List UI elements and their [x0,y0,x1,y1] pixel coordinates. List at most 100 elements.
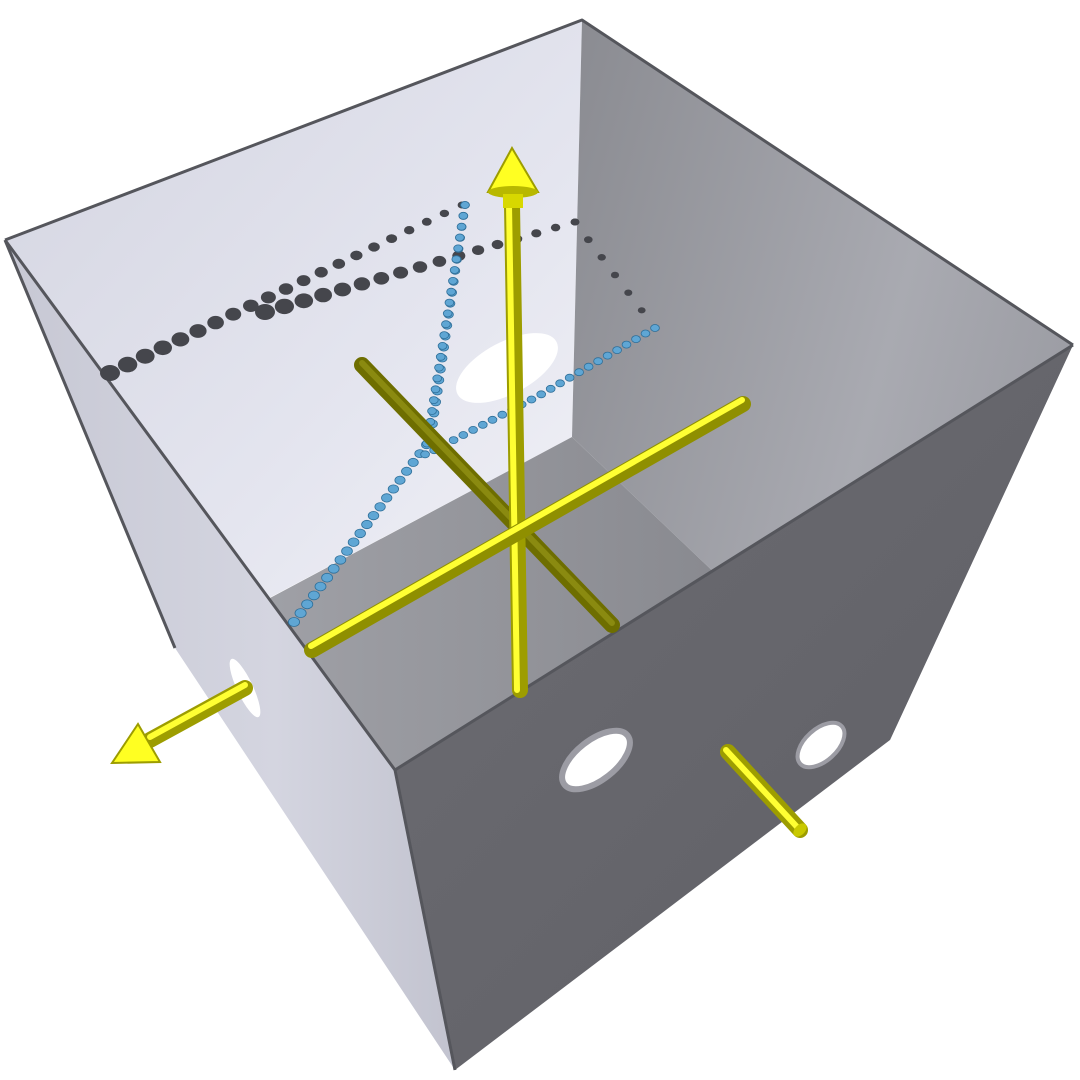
blue-dot [446,287,456,296]
blue-dot [448,436,459,445]
blue-dot [287,617,300,627]
blue-dot [341,546,353,556]
blue-dot [354,528,366,539]
blue-dot [593,357,603,366]
blue-dot [434,363,444,372]
gray-dot [404,226,415,235]
arrow-left-icon [110,722,162,765]
blue-dot [487,415,498,424]
blue-dot [432,374,443,383]
gray-dot [296,275,311,287]
blue-dot [460,201,470,209]
gray-dot [432,255,447,267]
gray-dot [637,307,646,314]
gray-dot [332,258,346,269]
gray-dot [350,250,363,261]
blue-dot [361,519,373,530]
blue-dot [321,572,334,583]
blue-dot [427,407,437,415]
axis-horizontal [304,396,751,658]
gray-dot [439,209,450,218]
blue-dot [381,493,393,503]
gray-dot [412,261,428,273]
gray-dot [624,289,633,296]
blue-dot [602,351,613,360]
blue-dot [439,331,450,340]
blue-dot [451,255,462,264]
gray-dot [243,299,259,312]
gray-dot [117,356,138,373]
front-wall [395,345,1073,1070]
gray-dot [333,282,352,297]
gray-dot [100,365,120,381]
blue-dot [407,457,419,467]
blue-dot [307,590,320,601]
blue-dot [294,608,307,618]
blue-dot [394,475,406,485]
gray-dot [531,229,542,238]
blue-dot [456,222,467,231]
blue-dot [428,396,439,405]
blue-dot [612,346,622,355]
gray-dot [260,291,276,304]
blue-dot [327,563,340,574]
gray-dot [274,298,294,315]
hole-front-wall-1 [559,727,633,793]
gray-dot [421,217,432,226]
arrow-up-icon [486,145,540,208]
blue-dot [334,555,347,565]
blue-dot [536,390,546,399]
blue-dot [420,450,430,459]
blue-dot [545,384,556,393]
blue-dot [301,599,314,610]
blue-dot [367,510,380,521]
gray-dot [314,266,328,278]
blue-dot [631,335,641,344]
blue-dot [387,484,399,494]
blue-dot [574,368,584,377]
blue-dot [640,329,651,338]
gray-dot [171,332,190,347]
blue-dot [454,233,465,242]
gray-dot [255,304,275,320]
blue-dot [314,581,327,592]
blue-dot [468,425,478,434]
blue-dot [477,420,488,429]
blue-dot [448,276,458,285]
blue-dot [441,320,451,329]
blue-dot [583,362,594,371]
blue-dot [442,309,453,318]
blue-dot [401,466,413,476]
blue-dotted-loop [287,201,660,627]
blue-dot [497,410,508,419]
gray-dot [294,293,314,309]
gray-dot [368,242,380,252]
blue-dot [458,211,469,220]
blue-dot [555,379,565,388]
gray-dot [373,272,390,285]
blue-dot [435,352,446,361]
gray-dot [393,266,409,279]
blue-dot [347,537,360,547]
gray-dot [570,218,580,226]
hole-front-wall-2 [795,720,847,770]
gray-dot [550,223,561,232]
blue-dot [621,340,632,349]
blue-dot [449,266,460,274]
gray-dot [491,239,504,250]
gray-dot [278,283,294,295]
blue-dot [650,324,660,332]
gray-dot [472,245,485,256]
gray-dot [597,253,606,261]
blue-dot [564,373,575,382]
box-edges [3,18,1074,1071]
blue-dot [444,298,455,307]
gray-dot [225,307,242,321]
gray-dot [189,324,207,338]
blue-dot [526,395,537,404]
blue-dot [437,341,448,350]
gray-dot [153,340,172,356]
gray-dot [386,234,398,244]
left-wall [5,240,455,1070]
